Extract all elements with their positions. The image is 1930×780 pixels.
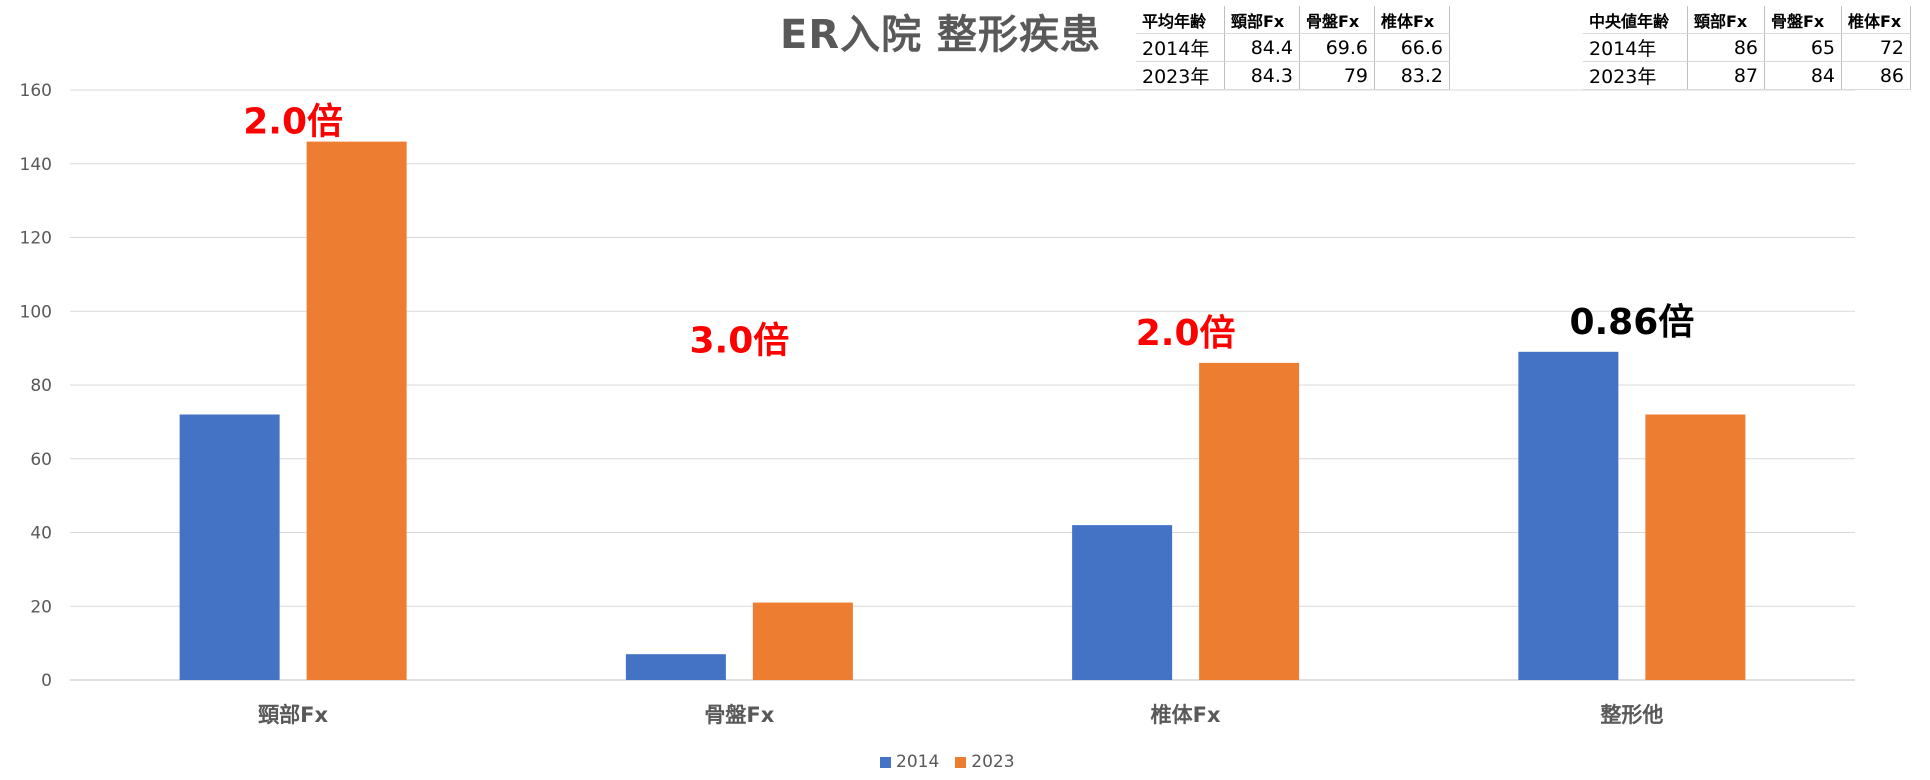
table-cell: 84 <box>1764 61 1842 90</box>
bar-2014 <box>179 414 280 680</box>
table-cell: 79 <box>1299 61 1375 90</box>
table-cell: 86 <box>1687 33 1765 62</box>
ratio-annotation: 0.86倍 <box>1569 302 1694 343</box>
legend-label: 2023 <box>971 752 1015 772</box>
table-header: 頸部Fx <box>1224 6 1300 34</box>
bar-2014 <box>1072 525 1173 680</box>
bar-2023 <box>306 141 407 680</box>
table-cell: 65 <box>1764 33 1842 62</box>
table-cell: 84.4 <box>1224 33 1300 62</box>
table-header: 椎体Fx <box>1841 6 1911 34</box>
y-tick-label: 140 <box>20 155 52 175</box>
bar-2014 <box>625 654 726 680</box>
table-header: 椎体Fx <box>1374 6 1450 34</box>
y-tick-label: 120 <box>20 229 52 249</box>
y-tick-label: 20 <box>30 597 52 617</box>
legend-swatch <box>955 756 967 768</box>
table-cell: 69.6 <box>1299 33 1375 62</box>
y-tick-label: 0 <box>41 671 52 691</box>
bar-2014 <box>1518 351 1619 680</box>
legend-item: 2014 <box>880 752 939 772</box>
y-tick-label: 40 <box>30 524 52 544</box>
legend-label: 2014 <box>896 752 940 772</box>
bar-2023 <box>1645 414 1746 680</box>
table-cell: 2023年 <box>1136 61 1225 90</box>
table-header: 骨盤Fx <box>1764 6 1842 34</box>
chart-title: ER入院 整形疾患 <box>780 12 1102 58</box>
table-cell: 2014年 <box>1136 33 1225 62</box>
table-header: 中央値年齢 <box>1583 6 1688 34</box>
table-cell: 83.2 <box>1374 61 1450 90</box>
bar-2023 <box>1199 362 1300 680</box>
y-tick-label: 160 <box>20 81 52 101</box>
table-cell: 66.6 <box>1374 33 1450 62</box>
legend-item: 2023 <box>955 752 1015 772</box>
median-age-table: 中央値年齢 頸部Fx 骨盤Fx 椎体Fx 2014年 86 65 72 2023… <box>1583 6 1911 90</box>
table-cell: 86 <box>1841 61 1911 90</box>
legend: 2014 2023 <box>880 752 1025 772</box>
bar-2023 <box>752 602 853 680</box>
table-header: 骨盤Fx <box>1299 6 1375 34</box>
x-tick-label: 頸部Fx <box>258 703 328 727</box>
x-tick-label: 骨盤Fx <box>704 703 774 727</box>
table-cell: 87 <box>1687 61 1765 90</box>
table-cell: 72 <box>1841 33 1911 62</box>
table-cell: 2023年 <box>1583 61 1688 90</box>
ratio-annotation: 3.0倍 <box>689 320 789 361</box>
x-tick-label: 椎体Fx <box>1151 703 1221 727</box>
x-tick-label: 整形他 <box>1600 703 1663 727</box>
ratio-annotation: 2.0倍 <box>243 102 343 143</box>
y-tick-label: 60 <box>30 450 52 470</box>
table-header: 平均年齢 <box>1136 6 1225 34</box>
ratio-annotation: 2.0倍 <box>1136 313 1236 354</box>
table-cell: 84.3 <box>1224 61 1300 90</box>
table-header: 頸部Fx <box>1687 6 1765 34</box>
table-cell: 2014年 <box>1583 33 1688 62</box>
y-tick-label: 80 <box>30 376 52 396</box>
legend-swatch <box>880 756 891 768</box>
mean-age-table: 平均年齢 頸部Fx 骨盤Fx 椎体Fx 2014年 84.4 69.6 66.6… <box>1136 6 1450 90</box>
y-tick-label: 100 <box>20 302 52 322</box>
